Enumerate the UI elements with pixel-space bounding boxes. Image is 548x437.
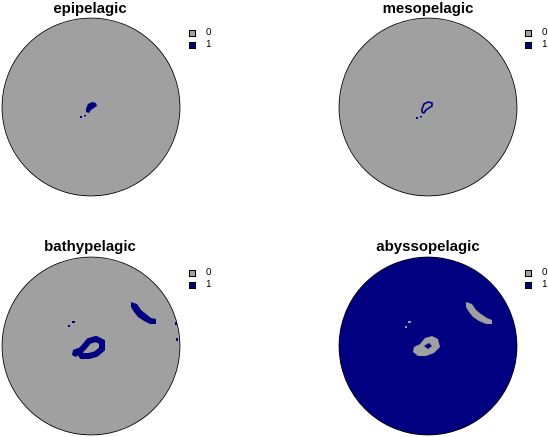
legend-label: 1 [542, 39, 548, 51]
map-epipelagic [0, 0, 274, 218]
legend-label: 0 [542, 267, 548, 279]
legend-item-0: 0 [525, 27, 548, 39]
legend-label: 1 [206, 39, 212, 51]
seamount-dot [84, 115, 86, 117]
legend: 0 1 [189, 27, 212, 51]
map-mesopelagic [274, 0, 548, 218]
legend-item-1: 1 [189, 39, 212, 51]
legend: 0 1 [525, 267, 548, 291]
seamount-dot [80, 116, 82, 118]
legend-item-1: 1 [525, 39, 548, 51]
panel-mesopelagic: mesopelagic 0 1 [274, 0, 548, 218]
map-bathypelagic [0, 218, 274, 436]
legend-item-0: 0 [525, 267, 548, 279]
legend-swatch [189, 270, 196, 277]
globe-disc [2, 257, 180, 435]
legend-item-1: 1 [189, 279, 212, 291]
seamount-dot [416, 117, 418, 119]
seamount-dot [175, 322, 177, 325]
legend-swatch [189, 30, 196, 37]
legend-label: 1 [542, 279, 548, 291]
legend-swatch [525, 270, 532, 277]
panel-abyssopelagic: abyssopelagic 0 1 [274, 218, 548, 436]
legend-item-0: 0 [189, 27, 212, 39]
seamount-dot [420, 116, 422, 118]
legend-label: 1 [206, 279, 212, 291]
panel-bathypelagic: bathypelagic 0 1 [0, 218, 274, 436]
map-abyssopelagic [274, 218, 548, 436]
legend-swatch [525, 30, 532, 37]
panel-epipelagic: epipelagic 0 1 [0, 0, 274, 218]
seamount-dot [68, 325, 70, 327]
legend-label: 0 [206, 27, 212, 39]
seamount-dot [405, 326, 407, 328]
seamount-dot [408, 321, 411, 323]
legend-item-1: 1 [525, 279, 548, 291]
seamount-dot [72, 321, 75, 323]
legend-label: 0 [206, 267, 212, 279]
legend-swatch [189, 282, 196, 289]
globe-disc [339, 18, 517, 196]
legend-swatch [525, 282, 532, 289]
legend-swatch [189, 42, 196, 49]
legend-item-0: 0 [189, 267, 212, 279]
legend-swatch [525, 42, 532, 49]
legend: 0 1 [189, 267, 212, 291]
legend-label: 0 [542, 27, 548, 39]
legend: 0 1 [525, 27, 548, 51]
seamount-dot [176, 338, 178, 341]
